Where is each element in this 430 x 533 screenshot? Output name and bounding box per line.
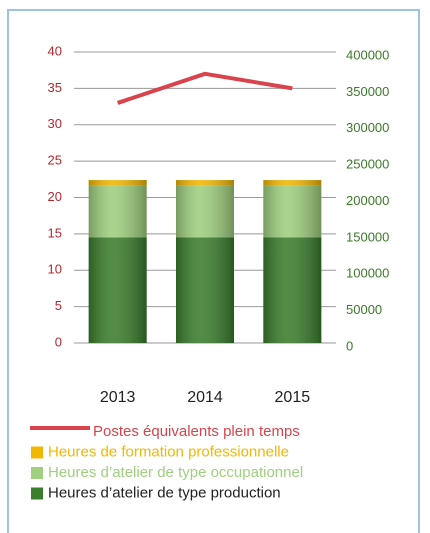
bar-shade [88, 185, 147, 238]
y-tick-label: 15 [48, 225, 62, 240]
line-series [117, 71, 293, 105]
bar-shade [263, 185, 322, 238]
y2-tick-label: 0 [346, 338, 353, 353]
y2-tick-label: 50000 [346, 302, 382, 317]
x-tick-label: 2015 [275, 389, 311, 406]
y-tick-label: 25 [48, 153, 62, 168]
y2-tick-label: 300000 [346, 120, 389, 135]
bar-shade [263, 237, 322, 343]
y-tick-label: 5 [55, 298, 62, 313]
y-tick-label: 40 [48, 43, 62, 58]
y2-tick-label: 200000 [346, 193, 389, 208]
y-tick-label: 30 [48, 116, 62, 131]
y2-tick-label: 400000 [346, 47, 389, 62]
legend-swatch [31, 446, 43, 459]
bar-shade [88, 180, 147, 186]
legend-swatch [31, 487, 43, 500]
y2-tick-label: 250000 [346, 157, 389, 172]
x-tick-label: 2013 [100, 389, 136, 406]
bar-shade [88, 237, 147, 343]
x-tick-label: 2014 [187, 389, 223, 406]
y2-tick-label: 100000 [346, 266, 389, 281]
y-tick-label: 0 [55, 334, 62, 349]
bar-shade [176, 185, 234, 238]
y-tick-label: 35 [48, 80, 62, 95]
legend-swatch [30, 426, 90, 430]
legend-swatch [31, 467, 43, 479]
legend-label: Heures d’atelier de type production [48, 484, 281, 501]
y-tick-label: 20 [48, 189, 62, 204]
y-tick-label: 10 [48, 262, 62, 277]
legend-label: Postes équivalents plein temps [93, 423, 300, 440]
y2-tick-label: 150000 [346, 229, 389, 244]
legend-label: Heures d’atelier de type occupationnel [48, 464, 303, 481]
bar-shade [176, 180, 234, 186]
y2-tick-label: 350000 [346, 84, 389, 99]
bar-shade [176, 237, 234, 343]
bar-shade [263, 180, 322, 186]
legend-label: Heures de formation professionnelle [48, 443, 289, 460]
